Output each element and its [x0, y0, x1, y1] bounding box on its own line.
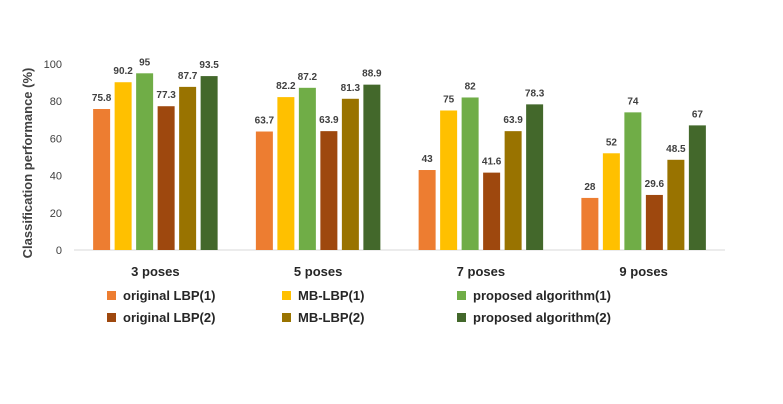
- bar: [483, 172, 501, 250]
- data-label: 43: [422, 154, 434, 165]
- bar: [200, 76, 218, 250]
- data-label: 75.8: [92, 93, 112, 104]
- data-label: 29.6: [645, 179, 665, 190]
- bar: [440, 110, 458, 250]
- x-tick-label: 3 poses: [131, 264, 179, 279]
- bar: [157, 106, 175, 250]
- bar: [255, 131, 273, 250]
- bar: [341, 98, 359, 250]
- y-axis-title: Classification performance (%): [20, 68, 35, 259]
- data-label: 63.7: [255, 116, 275, 127]
- bar: [667, 159, 685, 250]
- x-tick-label: 9 poses: [619, 264, 667, 279]
- bar: [602, 153, 620, 250]
- bar: [93, 109, 111, 251]
- data-label: 63.9: [319, 115, 339, 126]
- y-tick-label: 0: [56, 245, 62, 257]
- data-label: 95: [139, 57, 151, 68]
- y-tick-label: 20: [50, 208, 62, 220]
- bar: [418, 170, 436, 250]
- data-label: 93.5: [199, 60, 219, 71]
- data-label: 41.6: [482, 157, 502, 168]
- bar: [581, 197, 599, 250]
- legend-label: proposed algorithm(2): [473, 310, 611, 325]
- bar: [298, 87, 316, 250]
- data-label: 90.2: [113, 66, 133, 77]
- bar: [624, 112, 642, 250]
- data-label: 74: [627, 96, 639, 107]
- legend-swatch: [457, 313, 466, 322]
- data-label: 75: [443, 95, 455, 106]
- legend-swatch: [282, 291, 291, 300]
- bar: [136, 73, 154, 250]
- data-label: 87.7: [178, 71, 198, 82]
- legend-swatch: [107, 291, 116, 300]
- legend-swatch: [457, 291, 466, 300]
- y-tick-label: 40: [50, 171, 62, 183]
- data-label: 77.3: [156, 90, 176, 101]
- legend-swatch: [282, 313, 291, 322]
- data-label: 87.2: [298, 72, 318, 83]
- x-tick-label: 5 poses: [294, 264, 342, 279]
- y-tick-label: 60: [50, 133, 62, 145]
- data-label: 82: [465, 81, 477, 92]
- legend-label: original LBP(1): [123, 288, 215, 303]
- legend-label: proposed algorithm(1): [473, 288, 611, 303]
- bar: [461, 97, 479, 250]
- legend-label: MB-LBP(2): [298, 310, 364, 325]
- bar: [526, 104, 544, 250]
- bar: [363, 84, 381, 250]
- data-label: 52: [606, 137, 618, 148]
- legend-label: MB-LBP(1): [298, 288, 364, 303]
- data-label: 67: [692, 109, 704, 120]
- bar: [504, 131, 522, 250]
- y-tick-label: 100: [44, 59, 62, 71]
- data-label: 28: [584, 182, 596, 193]
- data-label: 82.2: [276, 81, 296, 92]
- bar: [179, 86, 197, 251]
- data-label: 88.9: [362, 69, 382, 80]
- legend-label: original LBP(2): [123, 310, 215, 325]
- legend-swatch: [107, 313, 116, 322]
- data-label: 81.3: [341, 83, 361, 94]
- x-tick-label: 7 poses: [457, 264, 505, 279]
- bar: [277, 97, 295, 250]
- bar: [645, 194, 663, 250]
- data-label: 63.9: [503, 115, 523, 126]
- bar: [688, 125, 706, 250]
- data-label: 78.3: [525, 88, 545, 99]
- data-label: 48.5: [666, 144, 686, 155]
- y-tick-label: 80: [50, 96, 62, 108]
- bar: [320, 131, 338, 250]
- bar: [114, 82, 132, 250]
